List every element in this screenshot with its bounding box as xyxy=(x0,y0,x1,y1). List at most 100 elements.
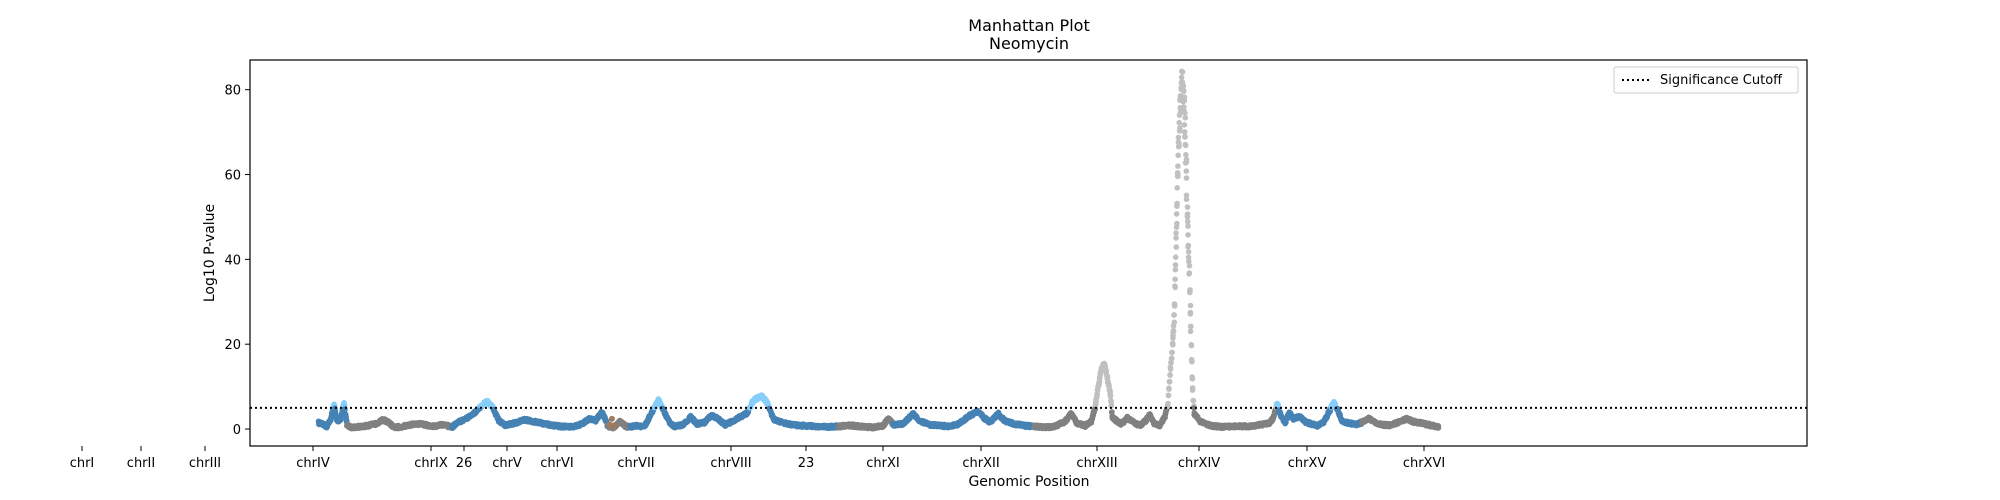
data-point xyxy=(1172,283,1178,289)
data-point xyxy=(1181,104,1187,110)
data-point xyxy=(1191,405,1197,411)
data-point xyxy=(1178,74,1185,81)
data-point xyxy=(1184,204,1191,210)
chromosome-points-chrxiii xyxy=(1118,68,1203,430)
y-tick-label: 20 xyxy=(224,338,241,353)
data-point xyxy=(1186,263,1193,269)
data-point xyxy=(1184,211,1191,217)
data-point xyxy=(1435,425,1442,431)
chromosome-points-chrxv xyxy=(1274,398,1365,430)
data-point xyxy=(1175,163,1181,169)
chromosome-points-chrv xyxy=(627,396,678,431)
data-point xyxy=(1187,302,1194,309)
data-point xyxy=(1168,356,1175,362)
data-point xyxy=(1172,266,1179,273)
y-tick-label: 60 xyxy=(224,169,241,184)
data-point xyxy=(1177,125,1183,131)
data-point xyxy=(1189,374,1195,380)
y-axis-label: Log10 P-value xyxy=(202,204,218,302)
data-point xyxy=(1170,342,1176,348)
x-axis: chrI chrII chrIII chrIV chrIX 26 chrV chrVI chrV… xyxy=(70,446,1445,471)
data-point xyxy=(1187,328,1194,335)
chromosome-points-chrii xyxy=(344,416,397,432)
data-point xyxy=(1185,232,1191,238)
data-point xyxy=(1183,159,1190,166)
data-point xyxy=(1172,276,1178,283)
chromosome-points-chrvi xyxy=(671,411,728,431)
chromosome-points-23 xyxy=(890,410,961,431)
data-point xyxy=(1166,385,1172,392)
chart-subtitle: Neomycin xyxy=(989,34,1069,53)
data-point xyxy=(1175,134,1182,141)
data-point xyxy=(1183,196,1190,203)
data-point xyxy=(1176,140,1182,146)
data-point xyxy=(1182,110,1188,116)
data-point xyxy=(1167,364,1174,371)
chromosome-points-chri xyxy=(315,400,350,431)
data-point xyxy=(1174,185,1180,191)
data-point xyxy=(1187,289,1193,296)
data-point xyxy=(1187,309,1194,316)
y-tick-label: 0 xyxy=(233,423,241,438)
data-point xyxy=(1174,220,1180,227)
data-point xyxy=(1183,192,1190,199)
data-point xyxy=(1181,122,1188,128)
data-point xyxy=(1186,270,1193,276)
data-point xyxy=(1176,119,1182,126)
chromosome-points-chrix xyxy=(570,408,611,431)
data-point xyxy=(1181,129,1188,135)
data-point xyxy=(1166,378,1173,385)
chromosome-points-chriii xyxy=(390,419,455,432)
data-point-highlight xyxy=(608,415,615,422)
x-tick-label: chrVI xyxy=(540,456,573,471)
chromosome-points-chrxiv xyxy=(1197,401,1280,432)
x-tick-label: chrII xyxy=(127,456,155,471)
x-tick-label: 26 xyxy=(456,456,473,471)
chromosome-points-chrxi xyxy=(955,407,1037,431)
data-point xyxy=(1190,398,1197,404)
y-tick-label: 80 xyxy=(224,84,241,99)
data-point xyxy=(1184,218,1191,225)
x-axis-label: Genomic Position xyxy=(968,474,1089,490)
data-point xyxy=(1170,327,1177,334)
data-point xyxy=(1107,393,1114,399)
x-tick-label: chrI xyxy=(70,456,95,471)
data-point xyxy=(1170,335,1176,341)
legend: Significance Cutoff xyxy=(1613,66,1799,94)
plot-frame xyxy=(249,59,1808,447)
data-point xyxy=(1179,69,1186,75)
y-tick-label: 40 xyxy=(224,253,241,268)
data-point xyxy=(343,417,350,424)
x-tick-label: chrXIV xyxy=(1178,456,1220,471)
y-axis: 0 20 40 60 80 xyxy=(224,84,250,438)
data-point xyxy=(1175,152,1181,159)
data-point xyxy=(1186,258,1192,265)
data-point xyxy=(1183,175,1190,181)
data-point xyxy=(1173,230,1179,236)
data-point xyxy=(1172,254,1179,260)
data-point xyxy=(1171,312,1177,318)
data-point-highlight xyxy=(610,422,617,429)
data-point xyxy=(1187,323,1194,330)
data-point xyxy=(1180,83,1187,89)
x-tick-label: chrXVI xyxy=(1403,456,1445,471)
data-point xyxy=(1181,88,1187,94)
data-point xyxy=(1185,242,1192,249)
data-point xyxy=(1182,142,1189,149)
x-tick-label: chrIII xyxy=(189,456,221,471)
data-point xyxy=(1175,173,1181,179)
data-points xyxy=(315,68,1442,432)
x-tick-label: chrIV xyxy=(296,456,330,471)
data-point xyxy=(1185,249,1192,255)
data-point xyxy=(1165,400,1171,407)
legend-label: Significance Cutoff xyxy=(1660,73,1783,88)
data-point xyxy=(1172,262,1179,268)
x-tick-label: chrV xyxy=(492,456,522,471)
legend-box xyxy=(1613,66,1799,94)
data-point xyxy=(1185,254,1192,261)
data-point xyxy=(1169,349,1175,356)
data-point xyxy=(1173,235,1179,241)
data-point xyxy=(1173,211,1180,217)
data-point xyxy=(1173,244,1180,250)
